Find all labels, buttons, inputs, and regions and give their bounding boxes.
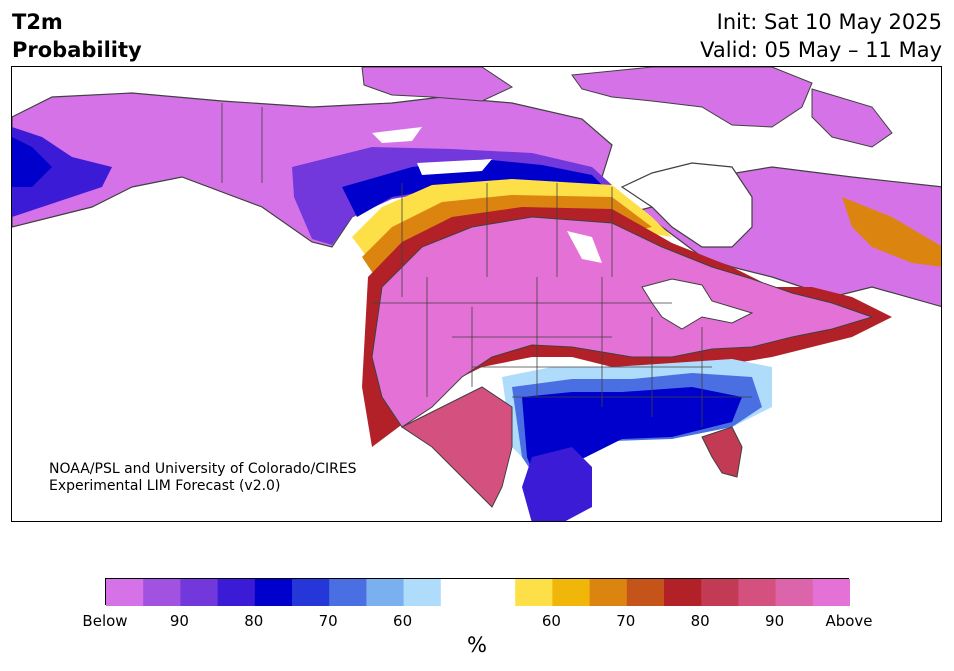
usa-above: [371, 216, 874, 428]
colorbar-swatch: [217, 579, 256, 606]
colorbar-swatch: [552, 579, 591, 606]
florida: [701, 426, 743, 478]
colorbar-swatch: [738, 579, 777, 606]
subtitle-label: Probability: [12, 38, 142, 62]
alaska-deep: [12, 137, 52, 187]
colorbar-tick-label: Above: [825, 612, 873, 630]
valid-range: Valid: 05 May – 11 May: [700, 38, 942, 62]
canadian-lakes: [372, 127, 602, 263]
colorbar-swatch: [664, 579, 702, 606]
texas-coast: [522, 447, 592, 521]
colorbar-swatch: [478, 579, 516, 606]
credit-line-1: NOAA/PSL and University of Colorado/CIRE…: [49, 461, 357, 477]
gulf-of-mexico: [592, 453, 702, 521]
northeast-warm: [842, 197, 941, 267]
colorbar-swatch: [180, 579, 219, 606]
map-canvas: [12, 67, 941, 521]
colorbar-swatch: [589, 579, 628, 606]
credit-text: NOAA/PSL and University of Colorado/CIRE…: [49, 461, 357, 495]
arctic-islands: [361, 67, 893, 148]
colorbar-swatch: [143, 579, 181, 606]
colorbar-swatch: [626, 579, 665, 606]
colorbar-tick-label: Below: [82, 612, 128, 630]
colorbar-swatch: [366, 579, 405, 606]
hudson-bay: [620, 162, 753, 248]
colorbar-tick-label: 70: [318, 612, 338, 630]
colorbar-swatches: [106, 579, 850, 606]
colorbar-swatch: [515, 579, 553, 606]
colorbar-swatch: [440, 579, 479, 606]
colorbar-swatch: [329, 579, 367, 606]
variable-label: T2m: [12, 10, 63, 34]
colorbar-tick-label: 60: [393, 612, 413, 630]
map-title: T2m Probability: [12, 8, 142, 64]
colorbar-swatch: [292, 579, 330, 606]
init-date: Init: Sat 10 May 2025: [716, 10, 942, 34]
colorbar-swatch: [812, 579, 850, 606]
colorbar-swatch: [254, 579, 293, 606]
alaska-below: [12, 127, 112, 217]
colorbar: [105, 578, 850, 606]
mexico-west: [401, 386, 513, 508]
colorbar-tick-label: 90: [169, 612, 189, 630]
forecast-dates: Init: Sat 10 May 2025 Valid: 05 May – 11…: [700, 8, 942, 64]
colorbar-tick-label: 80: [244, 612, 264, 630]
canada-cold-core: [342, 159, 602, 217]
political-borders: [221, 103, 752, 427]
credit-line-2: Experimental LIM Forecast (v2.0): [49, 478, 281, 494]
probability-map: [11, 66, 942, 522]
colorbar-swatch: [701, 579, 739, 606]
great-lakes: [641, 278, 754, 330]
colorbar-tick-label: 90: [765, 612, 785, 630]
colorbar-tick-label: 80: [690, 612, 710, 630]
colorbar-swatch: [403, 579, 442, 606]
colorbar-tick-label: 70: [616, 612, 636, 630]
colorbar-swatch: [775, 579, 814, 606]
colorbar-swatch: [106, 579, 144, 606]
colorbar-unit: %: [467, 633, 487, 657]
colorbar-tick-label: 60: [541, 612, 561, 630]
